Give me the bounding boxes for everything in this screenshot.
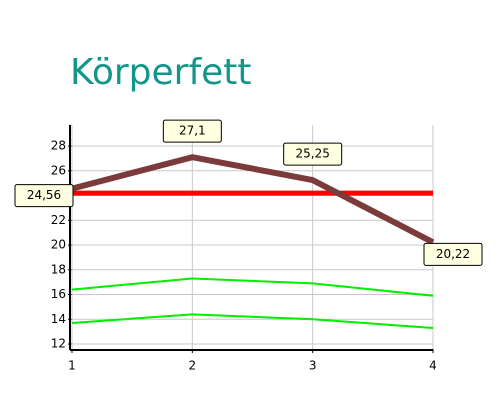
line-series: [71, 277, 434, 297]
data-label-box: [283, 142, 343, 166]
x-tick-label: 1: [68, 359, 76, 373]
data-label: 27,1: [179, 124, 206, 138]
data-label-box: [423, 242, 483, 266]
data-label-box: [162, 119, 222, 143]
y-tick-label: 12: [51, 337, 66, 351]
y-tick-label: 20: [51, 238, 66, 252]
data-label-box: [14, 184, 74, 208]
x-tick-label: 3: [309, 359, 317, 373]
data-label: 25,25: [295, 147, 329, 161]
y-tick-label: 26: [51, 163, 66, 177]
y-tick-label: 18: [51, 262, 66, 276]
chart-title: Körperfett: [70, 52, 252, 93]
line-series: [71, 313, 434, 329]
x-tick-label: 2: [189, 359, 197, 373]
line-series: [71, 154, 435, 245]
y-tick-label: 14: [51, 312, 66, 326]
data-label: 20,22: [436, 247, 470, 261]
y-tick-label: 28: [51, 139, 66, 153]
x-tick-label: 4: [429, 359, 437, 373]
y-tick-label: 16: [51, 287, 66, 301]
y-tick-label: 22: [51, 213, 66, 227]
data-label: 24,56: [27, 188, 61, 202]
